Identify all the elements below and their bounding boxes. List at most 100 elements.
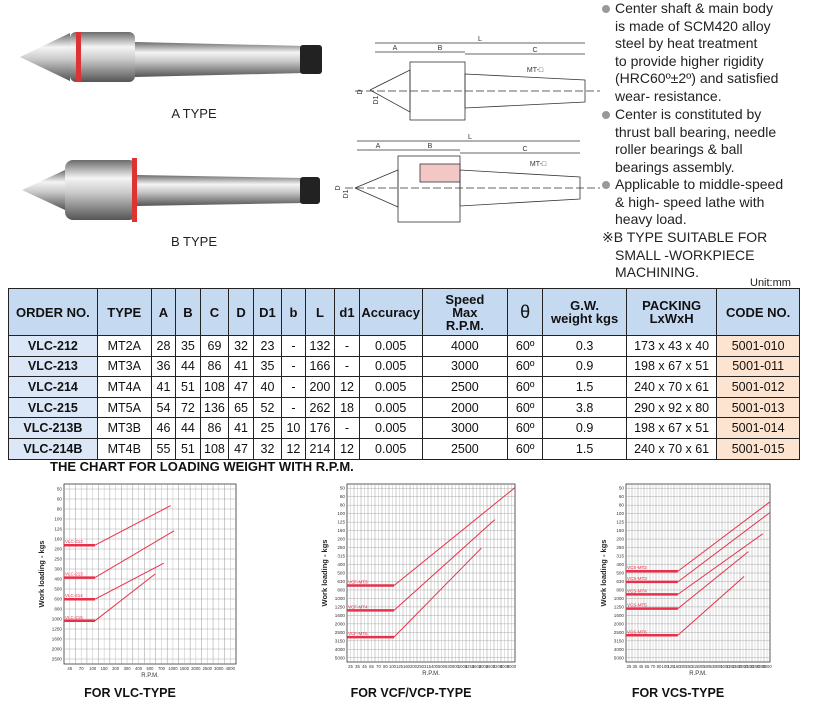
y-tick-label: 50	[340, 486, 346, 491]
y-tick-label: 60	[340, 494, 346, 499]
bullet	[602, 111, 610, 119]
table-cell: 214	[304, 437, 336, 460]
table-cell: 0.3	[542, 335, 627, 357]
table-header: θ	[507, 288, 544, 336]
y-tick-label: 160	[616, 528, 624, 533]
table-cell: 5001-014	[716, 417, 800, 439]
y-tick-label: 1600	[52, 637, 63, 642]
y-tick-label: 4000	[614, 647, 625, 652]
table-cell: 5001-011	[716, 355, 800, 378]
series-label: VLC-213	[65, 572, 83, 577]
feature: Center shaft & main body is made of SCM42…	[615, 0, 778, 106]
table-cell: 60º	[507, 376, 544, 398]
table-cell: -	[281, 396, 306, 419]
table-cell: 55	[150, 437, 177, 460]
table-cell: 41	[228, 355, 254, 378]
table-cell: 5001-013	[716, 396, 800, 419]
table-cell: 176	[304, 417, 336, 439]
table-cell: 60º	[507, 437, 544, 460]
table-header: B	[175, 288, 201, 336]
x-tick-label: 55	[645, 664, 650, 669]
table-cell: 5001-015	[716, 437, 800, 460]
drawing-label: L	[478, 36, 482, 43]
y-tick-label: 100	[337, 511, 345, 516]
table-cell: VLC-213	[8, 355, 98, 378]
x-tick-label: 630	[445, 664, 453, 669]
table-cell: 18	[334, 396, 360, 419]
y-tick-label: 500	[616, 571, 624, 576]
x-tick-label: 2500	[486, 664, 496, 669]
table-cell: MT4A	[96, 376, 152, 398]
table-cell: 290 x 92 x 80	[625, 396, 718, 419]
x-tick-label: 300	[124, 666, 132, 671]
x-tick-label: 70	[651, 664, 656, 669]
table-cell: VLC-213B	[8, 417, 98, 439]
series-label: VCS-MT6	[627, 629, 647, 634]
y-tick-label: 630	[616, 579, 624, 584]
x-tick-label: 400	[135, 666, 143, 671]
x-tick-label: 4000	[756, 664, 766, 669]
feature-line: Center is constituted by	[615, 106, 762, 122]
series-label: VCF-MT3	[348, 579, 368, 584]
drawing-b	[345, 140, 600, 223]
x-tick-label: 45	[67, 666, 72, 671]
x-tick-label: 45	[362, 664, 367, 669]
feature-line: to provide higher rigidity	[615, 52, 764, 69]
y-tick-label: 250	[616, 545, 624, 550]
x-tick-label: 1000	[720, 664, 730, 669]
table-cell: 65	[228, 396, 254, 419]
x-tick-label: 250	[417, 664, 425, 669]
table-cell: 35	[252, 355, 283, 378]
feature-line: (HRC60º±2º) and satisfied	[615, 70, 779, 87]
y-tick-label: 800	[337, 587, 345, 592]
x-tick-label: 200	[680, 664, 688, 669]
x-tick-label: 500	[438, 664, 446, 669]
product-b	[22, 158, 320, 222]
y-tick-label: 300	[54, 567, 62, 572]
y-tick-label: 400	[54, 577, 62, 582]
load-line	[677, 551, 749, 609]
y-tick-label: 2000	[614, 621, 625, 626]
feature-line: Center shaft & main body	[615, 0, 773, 16]
load-line	[94, 505, 171, 546]
table-cell: 0.005	[358, 335, 423, 357]
y-tick-label: 315	[616, 554, 624, 559]
y-tick-label: 5000	[614, 655, 625, 660]
feature-line: roller bearings & ball	[615, 141, 743, 158]
x-tick-label: 1600	[732, 664, 742, 669]
drawing-label: A	[393, 45, 398, 52]
note-line: MACHINING.	[615, 264, 699, 281]
drawing-a	[355, 42, 600, 121]
table-cell: VLC-214	[8, 376, 98, 398]
table-cell: 240 x 70 x 61	[625, 376, 718, 398]
feature-line: Applicable to middle-speed	[615, 176, 784, 192]
y-tick-label: 80	[340, 503, 346, 508]
y-axis-label: Work loading - kgs	[320, 540, 329, 607]
table-cell: 0.005	[358, 417, 423, 439]
table-cell: MT3B	[96, 417, 152, 439]
table-cell: 32	[252, 437, 283, 460]
load-line	[393, 519, 496, 611]
x-axis-label: R.P.M.	[422, 671, 440, 677]
note: ※B TYPE SUITABLE FOR SMALL -WORKPIECE MACH…	[602, 229, 767, 282]
y-tick-label: 50	[619, 486, 625, 491]
table-row: VLC-215 MT5A 54 72 136 65 52-262 18 0.005 2000 60º…	[8, 396, 800, 419]
table-cell: 2500	[421, 376, 509, 398]
note-line: SMALL -WORKPIECE	[615, 246, 755, 263]
table-cell: 60º	[507, 417, 544, 439]
table-cell: -	[281, 335, 306, 357]
table-cell: 10	[281, 417, 306, 439]
table-cell: -	[334, 355, 360, 378]
table-cell: 25	[252, 417, 283, 439]
y-tick-label: 2000	[335, 621, 346, 626]
table-cell: 262	[304, 396, 336, 419]
table-cell: 46	[150, 417, 177, 439]
y-tick-label: 200	[54, 547, 62, 552]
y-tick-label: 400	[616, 562, 624, 567]
table-cell: 5001-012	[716, 376, 800, 398]
table-cell: 23	[252, 335, 283, 357]
table-cell: -	[334, 335, 360, 357]
table-cell: 69	[199, 335, 230, 357]
table-cell: 136	[199, 396, 230, 419]
y-tick-label: 800	[616, 587, 624, 592]
